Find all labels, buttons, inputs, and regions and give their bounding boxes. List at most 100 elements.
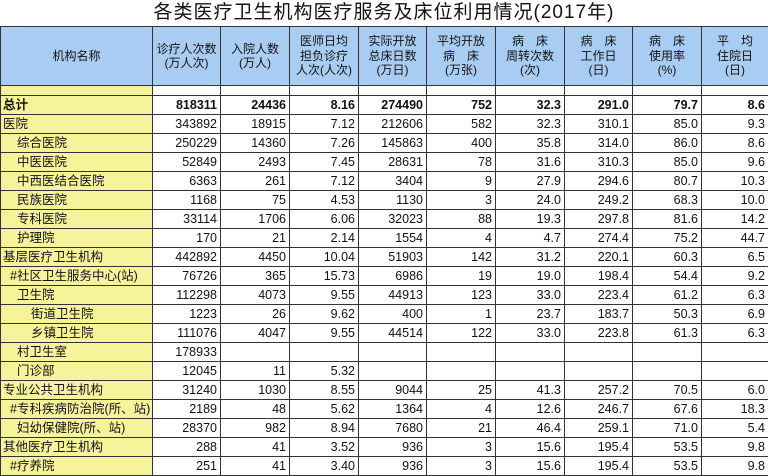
data-cell: 53.5 (633, 457, 702, 476)
column-header: 平 均住院日(日) (702, 27, 768, 86)
data-cell (702, 362, 768, 381)
data-cell (427, 343, 496, 362)
row-label: 中西医结合医院 (1, 172, 153, 191)
data-cell: 3.40 (290, 457, 359, 476)
data-cell: 8.6 (702, 134, 768, 153)
data-cell: 442892 (153, 248, 221, 267)
data-cell: 223.4 (565, 286, 633, 305)
data-cell: 60.3 (633, 248, 702, 267)
data-cell: 32023 (359, 210, 427, 229)
data-cell: 19.3 (496, 210, 565, 229)
data-cell: 35.8 (496, 134, 565, 153)
data-cell (359, 343, 427, 362)
data-cell: 9.8 (702, 457, 768, 476)
data-cell: 6.3 (702, 324, 768, 343)
data-cell: 1223 (153, 305, 221, 324)
data-cell: 250229 (153, 134, 221, 153)
data-cell: 142 (427, 248, 496, 267)
data-cell: 274490 (359, 96, 427, 115)
data-cell: 310.1 (565, 115, 633, 134)
column-header: 平均开放病 床(万张) (427, 27, 496, 86)
data-cell: 198.4 (565, 267, 633, 286)
data-cell: 75.2 (633, 229, 702, 248)
data-cell: 288 (153, 438, 221, 457)
column-header: 医师日均担负诊疗人次(人次) (290, 27, 359, 86)
data-cell: 8.6 (702, 96, 768, 115)
data-cell: 26 (221, 305, 290, 324)
empty-cell (496, 86, 565, 96)
data-cell: 294.6 (565, 172, 633, 191)
data-cell: 9.2 (702, 267, 768, 286)
data-cell: 314.0 (565, 134, 633, 153)
data-cell (633, 343, 702, 362)
row-label: 街道卫生院 (1, 305, 153, 324)
data-cell: 1554 (359, 229, 427, 248)
data-cell: 195.4 (565, 438, 633, 457)
data-cell: 41 (221, 438, 290, 457)
data-cell: 21 (427, 419, 496, 438)
row-label: 妇幼保健院(所、站) (1, 419, 153, 438)
data-cell: 259.1 (565, 419, 633, 438)
data-cell: 75 (221, 191, 290, 210)
data-cell: 7.12 (290, 115, 359, 134)
data-cell: 400 (427, 134, 496, 153)
row-label: 卫生院 (1, 286, 153, 305)
spacer-row (1, 86, 768, 96)
column-header: 病 床使用率(%) (633, 27, 702, 86)
empty-cell (221, 86, 290, 96)
data-cell: 79.7 (633, 96, 702, 115)
data-cell: 61.3 (633, 324, 702, 343)
data-cell: 68.3 (633, 191, 702, 210)
data-cell: 145863 (359, 134, 427, 153)
data-cell: 19 (427, 267, 496, 286)
data-cell: 223.8 (565, 324, 633, 343)
data-cell: 15.6 (496, 438, 565, 457)
data-cell (359, 362, 427, 381)
row-label: 其他医疗卫生机构 (1, 438, 153, 457)
data-cell: 25 (427, 381, 496, 400)
data-cell: 5.4 (702, 419, 768, 438)
row-label: 专业公共卫生机构 (1, 381, 153, 400)
data-cell: 6.0 (702, 381, 768, 400)
column-header: 病 床工作日(日) (565, 27, 633, 86)
row-label: 专科医院 (1, 210, 153, 229)
data-cell: 9 (427, 172, 496, 191)
data-cell: 32.3 (496, 96, 565, 115)
data-cell: 70.5 (633, 381, 702, 400)
data-cell: 2189 (153, 400, 221, 419)
data-cell: 24436 (221, 96, 290, 115)
data-cell: 365 (221, 267, 290, 286)
data-cell: 85.0 (633, 153, 702, 172)
row-label: 护理院 (1, 229, 153, 248)
empty-cell (1, 86, 153, 96)
data-cell: 1030 (221, 381, 290, 400)
data-cell: 4450 (221, 248, 290, 267)
statistics-table: 机构名称诊疗人次数(万人次)入院人数(万人)医师日均担负诊疗人次(人次)实际开放… (0, 26, 768, 476)
data-cell: 936 (359, 457, 427, 476)
data-cell: 1168 (153, 191, 221, 210)
data-cell: 9.55 (290, 286, 359, 305)
data-cell: 3 (427, 191, 496, 210)
data-cell: 88 (427, 210, 496, 229)
data-cell: 1706 (221, 210, 290, 229)
data-cell: 3.52 (290, 438, 359, 457)
data-cell: 33.0 (496, 286, 565, 305)
data-cell: 183.7 (565, 305, 633, 324)
data-cell: 8.16 (290, 96, 359, 115)
row-label: 总计 (1, 96, 153, 115)
empty-cell (565, 86, 633, 96)
data-cell: 6.5 (702, 248, 768, 267)
data-cell: 48 (221, 400, 290, 419)
data-cell: 4073 (221, 286, 290, 305)
data-cell (427, 362, 496, 381)
